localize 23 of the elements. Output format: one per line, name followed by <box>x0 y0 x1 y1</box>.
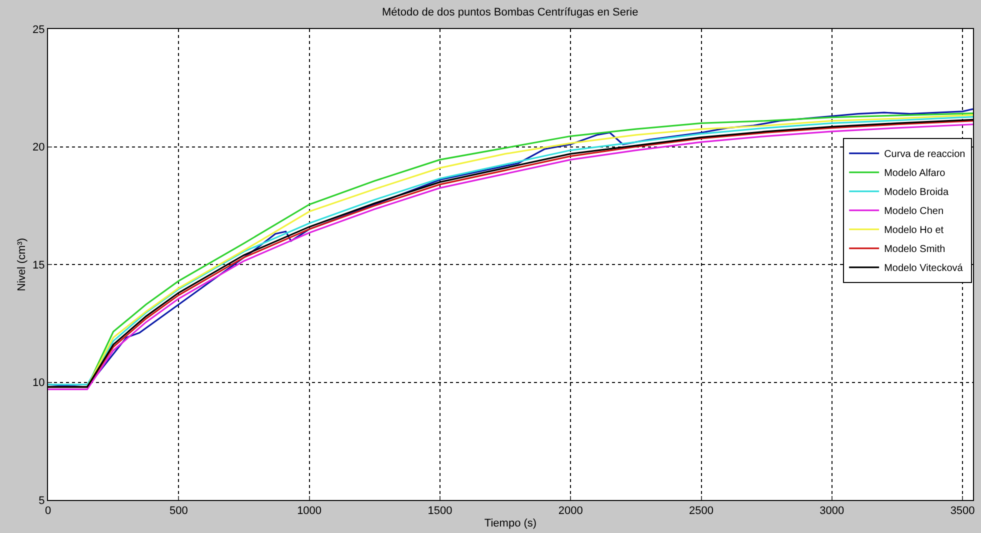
legend-label: Curva de reaccion <box>884 149 966 160</box>
y-tick-label: 25 <box>32 24 45 36</box>
chart-title: Método de dos puntos Bombas Centrífugas en Serie <box>382 6 638 19</box>
x-tick-label: 2000 <box>558 505 583 518</box>
x-axis-title: Tiempo (s) <box>484 517 537 530</box>
x-tick-label: 500 <box>169 505 188 518</box>
y-tick-label: 10 <box>32 377 45 390</box>
x-tick-label: 1000 <box>297 505 322 518</box>
y-tick-label: 5 <box>38 494 45 507</box>
legend-label: Modelo Chen <box>884 206 944 218</box>
legend-label: Modelo Smith <box>884 244 946 256</box>
x-tick-label: 3500 <box>950 505 975 518</box>
legend-label: Modelo Broida <box>884 187 949 198</box>
x-tick-label: 1500 <box>428 505 452 518</box>
y-tick-label: 15 <box>32 259 45 272</box>
legend-label: Modelo Alfaro <box>884 168 946 180</box>
x-tick-label: 3000 <box>820 505 844 518</box>
legend-label: Modelo Vitecková <box>884 263 964 274</box>
y-axis-title: Nivel (cm³) <box>16 238 28 292</box>
x-tick-label: 0 <box>44 505 52 518</box>
legend-label: Modelo Ho et <box>884 225 944 236</box>
y-tick-label: 20 <box>32 142 45 154</box>
x-tick-label: 2500 <box>689 505 714 518</box>
